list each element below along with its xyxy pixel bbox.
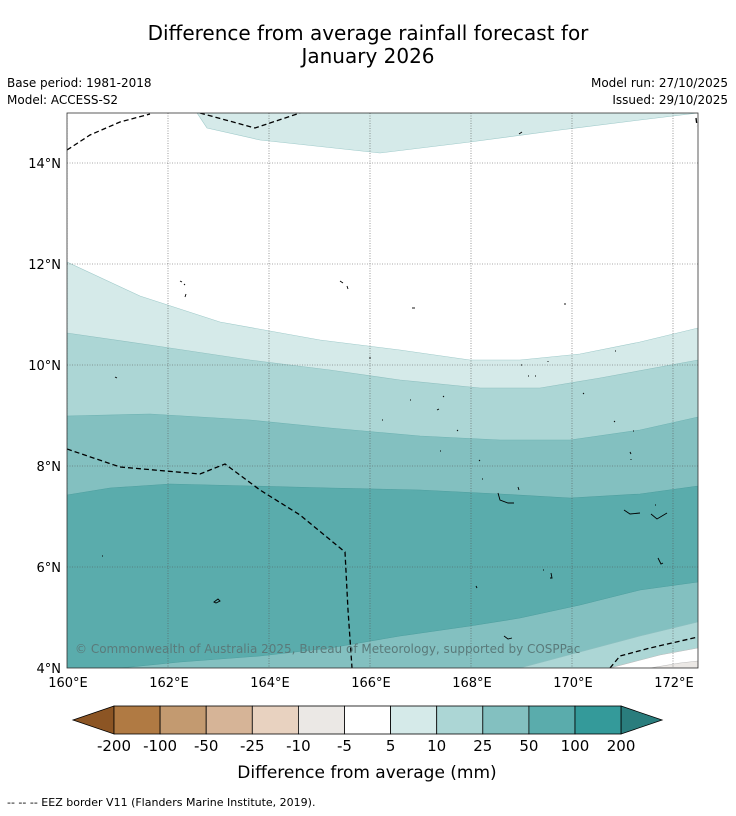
lat-label: 10°N [28,359,61,374]
colorbar-swatch [344,705,391,735]
colorbar-title: Difference from average (mm) [237,763,496,783]
map-frame [66,112,699,669]
colorbar-arrow-high [620,705,664,735]
colorbar-tick-label: 25 [473,737,492,755]
lon-label: 166°E [351,676,391,691]
lat-axis: 14°N 12°N 10°N 8°N 6°N 4°N [28,157,61,677]
title-line-1: Difference from average rainfall forecas… [147,21,589,45]
colorbar-swatch [390,705,438,735]
colorbar-arrow-low [71,705,115,735]
islands [102,131,668,640]
colorbar-tick-label: 5 [386,737,396,755]
colorbar-tick-label: 200 [607,737,636,755]
band-se-white [609,647,698,668]
colorbar-swatch [436,705,484,735]
colorbar-tick-label: -200 [97,737,131,755]
gridlines [67,113,698,668]
colorbar-tick-label: 100 [561,737,590,755]
colorbar-swatch [297,705,345,735]
map-area: © Commonwealth of Australia 2025, Bureau… [67,113,698,668]
eez-borders [67,113,698,668]
colorbar-swatch [205,705,253,735]
colorbar-swatch [528,705,576,735]
title-line-2: January 2026 [301,44,435,68]
meta-right: Model run: 27/10/2025 Issued: 29/10/2025 [591,75,728,109]
colorbar-tick-label: -100 [143,737,177,755]
colorbar-swatch [159,705,207,735]
base-period: Base period: 1981-2018 [7,76,152,90]
model-name: Model: ACCESS-S2 [7,93,119,107]
lon-label: 170°E [553,676,593,691]
lat-label: 14°N [28,157,61,172]
colorbar-swatch [251,705,299,735]
lon-label: 162°E [149,676,189,691]
lat-label: 8°N [37,460,62,475]
issued-date: Issued: 29/10/2025 [612,93,728,107]
colorbar-tick-label: -5 [337,737,352,755]
colorbar-tick-label: 10 [427,737,446,755]
band-top-5-10 [196,113,698,154]
map-title: Difference from average rainfall forecas… [0,22,736,68]
lat-label: 4°N [37,662,62,677]
lat-label: 12°N [28,258,61,273]
lon-label: 160°E [48,676,88,691]
band-50-100 [67,483,698,668]
colorbar: -200 -100 -50 -25 -10 -5 5 10 25 50 100 200 [71,705,664,755]
colorbar-tick-label: -50 [194,737,219,755]
lon-label: 164°E [250,676,290,691]
lon-label: 172°E [654,676,694,691]
lon-axis: 160°E 162°E 164°E 166°E 168°E 170°E 172°… [48,676,694,691]
colorbar-tick-label: -25 [240,737,265,755]
colorbar-tick-label: 50 [519,737,538,755]
colorbar-swatch [574,705,622,735]
colorbar-swatch [113,705,161,735]
model-run: Model run: 27/10/2025 [590,76,728,90]
eez-legend: -- -- -- EEZ border V11 (Flanders Marine… [7,796,316,809]
band-se-dry [649,660,698,668]
lon-label: 168°E [452,676,492,691]
meta-left: Base period: 1981-2018 Model: ACCESS-S2 [7,75,152,109]
colorbar-swatch [482,705,530,735]
colorbar-tick-label: -10 [286,737,311,755]
lat-label: 6°N [37,561,62,576]
copyright-text: © Commonwealth of Australia 2025, Bureau… [75,642,580,656]
